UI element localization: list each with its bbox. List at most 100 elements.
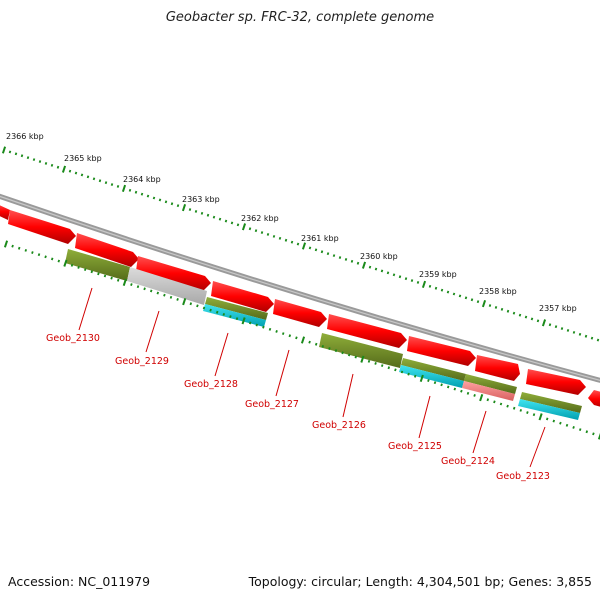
minor-tick (314, 342, 318, 346)
cds-feature (0, 205, 10, 220)
minor-tick (374, 362, 377, 365)
major-tick (479, 393, 484, 402)
gene-label: Geob_2129 (115, 356, 169, 367)
major-tick (421, 280, 427, 289)
ruler-label: 2363 kbp (182, 195, 220, 204)
major-tick (122, 278, 127, 287)
minor-tick (98, 179, 102, 183)
minor-tick (314, 248, 318, 252)
ruler-label: 2357 kbp (539, 304, 577, 313)
ruler-label: 2366 kbp (6, 132, 44, 141)
minor-tick (218, 217, 222, 221)
minor-tick (149, 289, 153, 293)
minor-tick (554, 325, 558, 329)
minor-tick (387, 366, 391, 370)
accession-text: Accession: NC_011979 (8, 574, 151, 589)
minor-tick (215, 310, 219, 314)
gene-label: Geob_2128 (184, 379, 238, 390)
major-tick (181, 203, 187, 212)
minor-tick (374, 267, 378, 271)
minor-tick (506, 404, 509, 408)
minor-tick (347, 353, 351, 357)
cds-feature (211, 281, 274, 312)
gene-label: Geob_2125 (388, 441, 442, 452)
major-tick (481, 299, 487, 308)
minor-tick (356, 261, 360, 265)
minor-tick (24, 248, 28, 252)
minor-tick (354, 355, 358, 359)
ruler-labels: 2366 kbp 2365 kbp 2364 kbp 2363 kbp 2362… (6, 132, 577, 313)
major-tick (3, 240, 9, 248)
minor-tick (427, 379, 430, 382)
minor-tick (433, 381, 437, 385)
gene-leader (342, 373, 354, 418)
major-tick (538, 413, 543, 421)
minor-tick (288, 334, 292, 338)
minor-tick (32, 158, 36, 162)
minor-tick (134, 190, 138, 194)
minor-tick (20, 154, 24, 158)
minor-tick (446, 385, 450, 389)
ruler-ticks (1, 146, 600, 342)
minor-tick (194, 210, 198, 213)
minor-tick (281, 332, 285, 336)
minor-tick (11, 244, 14, 248)
minor-tick (400, 370, 404, 374)
gene-feature (319, 333, 403, 368)
minor-tick (235, 317, 239, 321)
minor-tick (308, 340, 311, 344)
minor-tick (272, 234, 276, 238)
minor-tick (97, 272, 100, 276)
minor-tick (585, 430, 589, 434)
minor-tick (380, 364, 384, 368)
minor-tick (328, 347, 331, 350)
minor-tick (488, 304, 492, 307)
genome-summary-text: Topology: circular; Length: 4,304,501 bp… (248, 574, 592, 589)
minor-tick (545, 417, 549, 421)
minor-tick (37, 253, 41, 257)
minor-tick (440, 383, 443, 387)
minor-tick (332, 254, 336, 258)
minor-tick (434, 286, 438, 290)
minor-tick (321, 344, 325, 348)
cds-feature (75, 233, 139, 267)
minor-tick (394, 368, 397, 372)
minor-tick (392, 273, 396, 277)
minor-tick (334, 349, 338, 353)
minor-tick (56, 165, 60, 169)
gene-feature (401, 358, 466, 381)
forward-cds-track (0, 205, 600, 407)
major-tick (241, 223, 247, 231)
minor-tick (268, 327, 272, 331)
minor-tick (14, 152, 18, 156)
minor-tick (296, 242, 300, 246)
gene-leader (529, 426, 546, 468)
major-tick (541, 319, 547, 327)
gene-label: Geob_2127 (245, 399, 299, 410)
minor-tick (236, 223, 240, 227)
minor-tick (466, 391, 470, 395)
cds-feature (526, 369, 586, 395)
minor-tick (278, 236, 282, 240)
minor-tick (57, 259, 61, 263)
gene-labels: Geob_2130 Geob_2129 Geob_2128 Geob_2127 … (46, 333, 550, 482)
minor-tick (50, 257, 54, 261)
minor-tick (572, 426, 575, 429)
minor-tick (500, 307, 504, 311)
minor-tick (460, 389, 463, 393)
minor-tick (344, 258, 348, 261)
minor-tick (519, 408, 523, 412)
minor-tick (596, 338, 600, 342)
cds-feature (8, 210, 76, 244)
minor-tick (255, 323, 259, 327)
major-tick (597, 432, 600, 440)
minor-tick (578, 428, 582, 432)
minor-tick (110, 183, 114, 186)
ruler-label: 2362 kbp (241, 214, 279, 223)
major-tick (361, 261, 367, 269)
gene-label: Geob_2130 (46, 333, 100, 344)
genome-title: Geobacter sp. FRC-32, complete genome (165, 10, 435, 25)
minor-tick (476, 300, 480, 304)
gene-leaders (78, 287, 546, 468)
